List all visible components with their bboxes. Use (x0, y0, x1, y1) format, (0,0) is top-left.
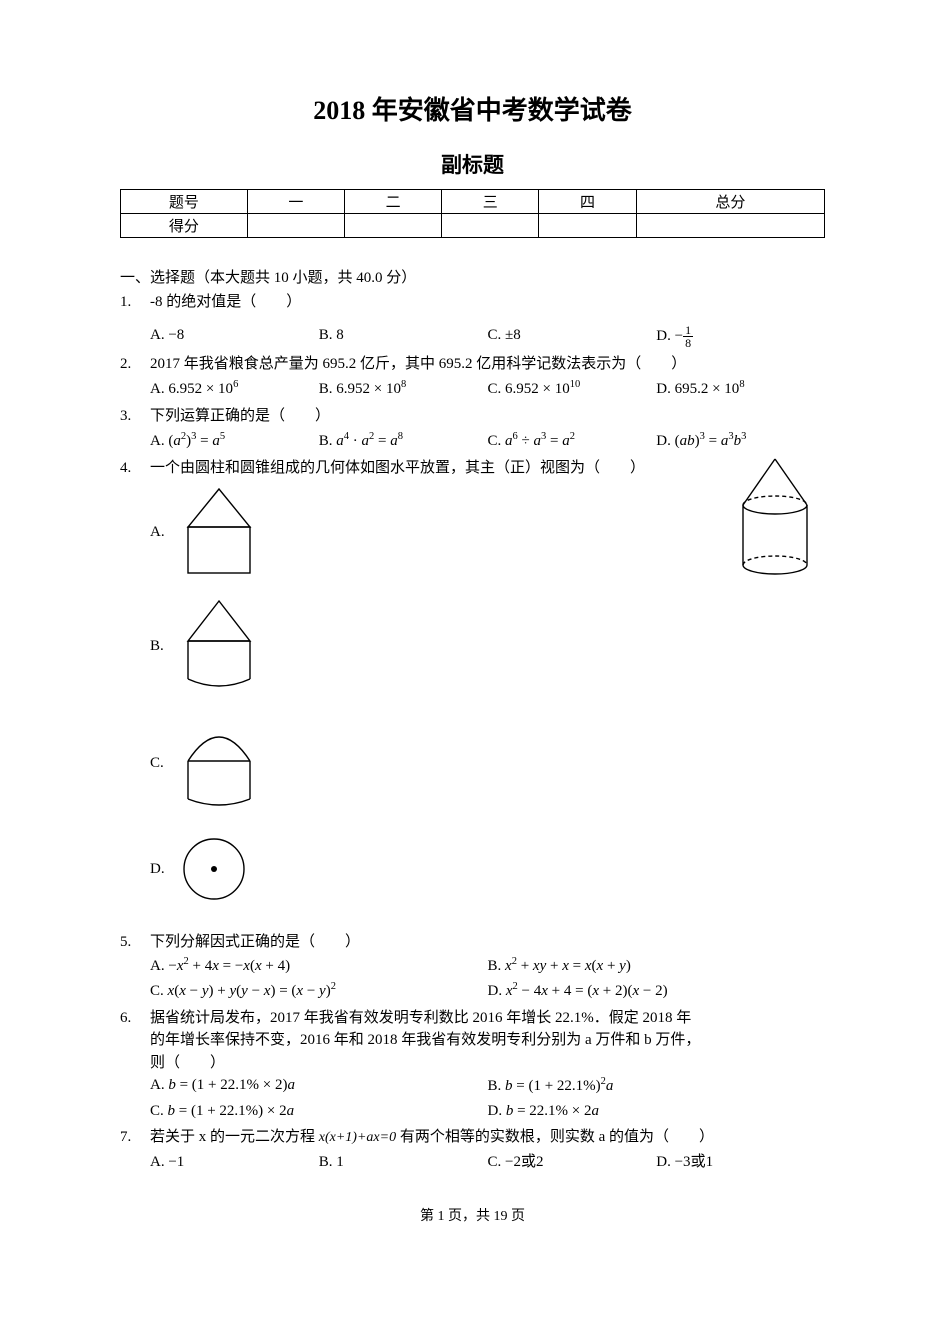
main-title: 2018 年安徽省中考数学试卷 (120, 90, 825, 127)
shape-c-icon (176, 713, 262, 813)
option-a: A. −x2 + 4x = −x(x + 4) (150, 954, 488, 978)
option-b: B. 8 (319, 324, 488, 349)
cell: 一 (247, 190, 344, 214)
question-5: 5. 下列分解因式正确的是（ ） A. −x2 + 4x = −x(x + 4)… (120, 931, 825, 1005)
page-footer: 第 1 页，共 19 页 (120, 1205, 825, 1225)
question-stem-line: 据省统计局发布，2017 年我省有效发明专利数比 2016 年增长 22.1%．… (150, 1007, 825, 1030)
option-d: D. (ab)3 = a3b3 (656, 429, 825, 453)
sub-title: 副标题 (120, 149, 825, 179)
option-d: D. −3或1 (656, 1151, 825, 1174)
question-4: 4. 一个由圆柱和圆锥组成的几何体如图水平放置，其主（正）视图为（ ） (120, 457, 825, 918)
table-row: 得分 (121, 214, 825, 238)
option-d: D. b = 22.1% × 2a (488, 1100, 826, 1123)
option-a: A. (150, 485, 825, 579)
question-3: 3. 下列运算正确的是（ ） A. (a2)3 = a5 B. a4 · a2 … (120, 405, 825, 455)
shape-d-icon (176, 831, 252, 907)
question-stem: 若关于 x 的一元二次方程 x(x+1)+ax=0 有两个相等的实数根，则实数 … (150, 1126, 825, 1149)
option-b: B. b = (1 + 22.1%)2a (488, 1074, 826, 1098)
question-number: 7. (120, 1126, 150, 1175)
question-stem-line: 则（ ） (150, 1052, 825, 1075)
cell: 四 (539, 190, 636, 214)
table-row: 题号 一 二 三 四 总分 (121, 190, 825, 214)
question-stem: 2017 年我省粮食总产量为 695.2 亿斤，其中 695.2 亿用科学记数法… (150, 353, 825, 376)
cell: 题号 (121, 190, 248, 214)
question-number: 4. (120, 457, 150, 918)
option-b: B. 1 (319, 1151, 488, 1174)
cell: 二 (344, 190, 441, 214)
option-c: C. 6.952 × 1010 (488, 377, 657, 401)
score-table: 题号 一 二 三 四 总分 得分 (120, 189, 825, 238)
q4-solid-figure (725, 453, 825, 591)
question-number: 2. (120, 353, 150, 403)
cell: 总分 (636, 190, 824, 214)
option-a: A. −8 (150, 324, 319, 349)
question-stem: 下列分解因式正确的是（ ） (150, 931, 825, 954)
question-6: 6. 据省统计局发布，2017 年我省有效发明专利数比 2016 年增长 22.… (120, 1007, 825, 1125)
cell (636, 214, 824, 238)
cell (344, 214, 441, 238)
option-a: A. b = (1 + 22.1% × 2)a (150, 1074, 488, 1098)
option-c: C. b = (1 + 22.1%) × 2a (150, 1100, 488, 1123)
question-stem: 下列运算正确的是（ ） (150, 405, 825, 428)
option-c: C. a6 ÷ a3 = a2 (488, 429, 657, 453)
option-c: C. −2或2 (488, 1151, 657, 1174)
question-number: 6. (120, 1007, 150, 1125)
option-c: C. x(x − y) + y(y − x) = (x − y)2 (150, 979, 488, 1003)
section-heading: 一、选择题（本大题共 10 小题，共 40.0 分） (120, 266, 825, 287)
cell (539, 214, 636, 238)
option-a: A. 6.952 × 106 (150, 377, 319, 401)
cone-cylinder-icon (725, 453, 825, 583)
question-stem: 一个由圆柱和圆锥组成的几何体如图水平放置，其主（正）视图为（ ） (150, 457, 825, 480)
shape-a-icon (176, 485, 262, 579)
cell: 得分 (121, 214, 248, 238)
option-c: C. (150, 713, 825, 813)
cell (247, 214, 344, 238)
cell (442, 214, 539, 238)
option-d: D. (150, 831, 825, 907)
option-b: B. (150, 597, 825, 695)
option-b: B. 6.952 × 108 (319, 377, 488, 401)
question-number: 5. (120, 931, 150, 1005)
question-number: 3. (120, 405, 150, 455)
option-d: D. x2 − 4x + 4 = (x + 2)(x − 2) (488, 979, 826, 1003)
question-stem: -8 的绝对值是（ ） (150, 291, 825, 314)
cell: 三 (442, 190, 539, 214)
question-number: 1. (120, 291, 150, 351)
question-7: 7. 若关于 x 的一元二次方程 x(x+1)+ax=0 有两个相等的实数根，则… (120, 1126, 825, 1175)
question-stem-line: 的年增长率保持不变，2016 年和 2018 年我省有效发明专利分别为 a 万件… (150, 1029, 825, 1052)
option-d: D. 695.2 × 108 (656, 377, 825, 401)
option-b: B. x2 + xy + x = x(x + y) (488, 954, 826, 978)
option-b: B. a4 · a2 = a8 (319, 429, 488, 453)
exam-page: 2018 年安徽省中考数学试卷 副标题 题号 一 二 三 四 总分 得分 一、选… (0, 0, 945, 1265)
option-c: C. ±8 (488, 324, 657, 349)
option-a: A. −1 (150, 1151, 319, 1174)
shape-b-icon (176, 597, 262, 695)
question-1: 1. -8 的绝对值是（ ） A. −8 B. 8 C. ±8 D. −18 (120, 291, 825, 351)
option-a: A. (a2)3 = a5 (150, 429, 319, 453)
option-d: D. −18 (656, 324, 825, 349)
question-2: 2. 2017 年我省粮食总产量为 695.2 亿斤，其中 695.2 亿用科学… (120, 353, 825, 403)
